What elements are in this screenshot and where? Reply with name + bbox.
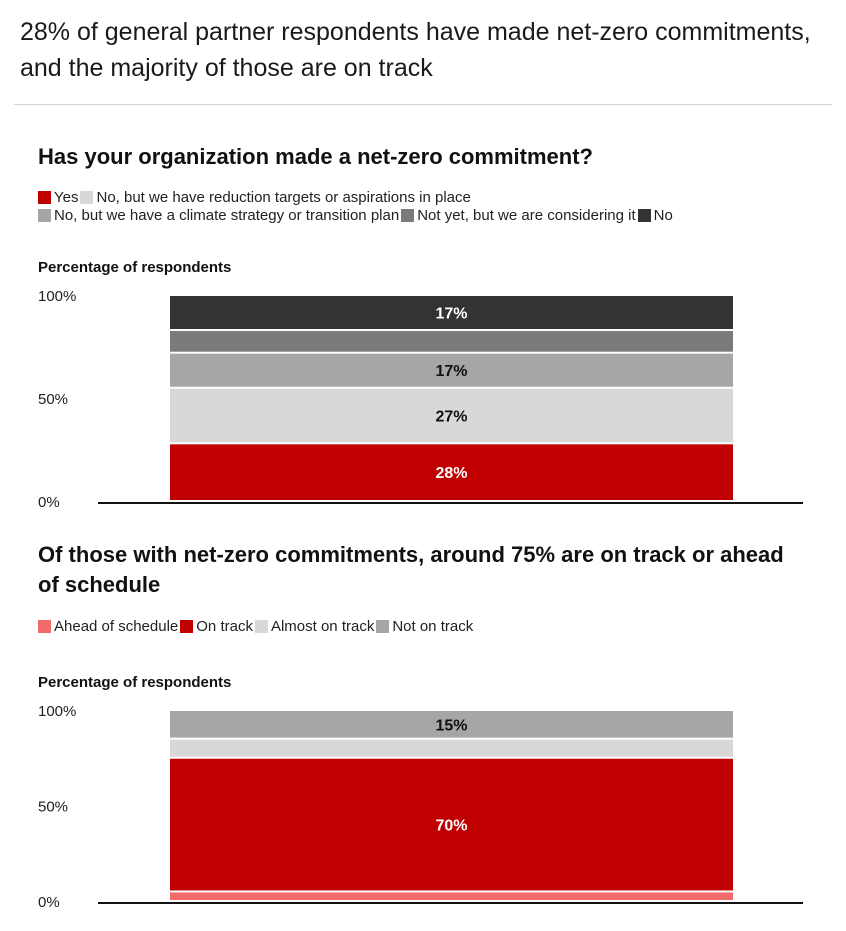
page-headline: 28% of general partner respondents have …	[20, 18, 811, 82]
chart-1-title: Has your organization made a net-zero co…	[38, 144, 593, 169]
legend-swatch	[180, 620, 194, 633]
legend-item: No, but we have a climate strategy or tr…	[38, 206, 399, 225]
legend-swatch	[376, 620, 390, 633]
bar-segment	[170, 331, 733, 352]
bar-segment	[170, 758, 733, 891]
data-label: 17%	[435, 363, 467, 380]
bar-segment	[170, 388, 733, 443]
legend-item: Almost on track	[254, 617, 375, 636]
chart-1-plot: 0% 50% 100% 28% 27% 17% 17%	[38, 288, 803, 511]
legend-label: Almost on track	[270, 618, 375, 635]
y-tick-label: 50%	[38, 391, 68, 408]
legend-label: On track	[196, 618, 253, 635]
legend-label: No, but we have a climate strategy or tr…	[54, 207, 400, 224]
chart-1-legend-row-1: Yes No, but we have reduction targets or …	[38, 188, 473, 209]
legend-swatch	[80, 191, 94, 204]
legend-item: Yes	[38, 188, 78, 207]
legend-item: No, but we have reduction targets or asp…	[80, 188, 471, 207]
chart-2-plot: 0% 50% 100% 70% 15%	[38, 703, 803, 911]
bar-segment	[170, 892, 733, 900]
data-label: 15%	[435, 717, 467, 734]
y-tick-label: 50%	[38, 799, 68, 816]
legend-item: No	[637, 206, 673, 225]
legend-item: Ahead of schedule	[38, 617, 178, 636]
y-tick-label: 0%	[38, 494, 60, 511]
legend-swatch	[401, 209, 415, 222]
bar-segment	[170, 296, 733, 330]
legend-label: No, but we have reduction targets or asp…	[96, 189, 471, 206]
data-label: 17%	[435, 306, 467, 323]
legend-item: On track	[180, 617, 253, 636]
legend-label: Not on track	[392, 618, 474, 635]
legend-swatch	[637, 209, 651, 222]
data-label: 70%	[435, 818, 467, 835]
legend-item: Not on track	[376, 617, 473, 636]
y-tick-label: 100%	[38, 288, 76, 305]
chart-2-legend-row-1: Ahead of schedule On track Almost on track…	[38, 617, 475, 638]
data-label: 27%	[435, 409, 467, 426]
legend-item: Not yet, but we are considering it	[401, 206, 636, 225]
legend-swatch	[38, 620, 51, 633]
legend-label: Not yet, but we are considering it	[417, 207, 636, 224]
chart-1-legend-row-2: No, but we have a climate strategy or tr…	[38, 206, 675, 227]
y-tick-label: 100%	[38, 703, 76, 720]
bar-segment	[170, 353, 733, 387]
legend-swatch	[38, 191, 51, 204]
divider	[14, 104, 832, 105]
chart-2-title: Of those with net-zero commitments, arou…	[38, 542, 784, 597]
legend-swatch	[254, 620, 268, 633]
chart-1-ylabel: Percentage of respondents	[38, 259, 232, 276]
bar-segment	[170, 444, 733, 500]
legend-label: No	[653, 207, 673, 224]
y-tick-label: 0%	[38, 894, 60, 911]
bar-segment	[170, 711, 733, 738]
bar-segment	[170, 739, 733, 757]
legend-label: Yes	[54, 189, 79, 206]
chart-2-ylabel: Percentage of respondents	[38, 674, 232, 691]
legend-swatch	[38, 209, 51, 222]
data-label: 28%	[435, 465, 467, 482]
legend-label: Ahead of schedule	[54, 618, 179, 635]
